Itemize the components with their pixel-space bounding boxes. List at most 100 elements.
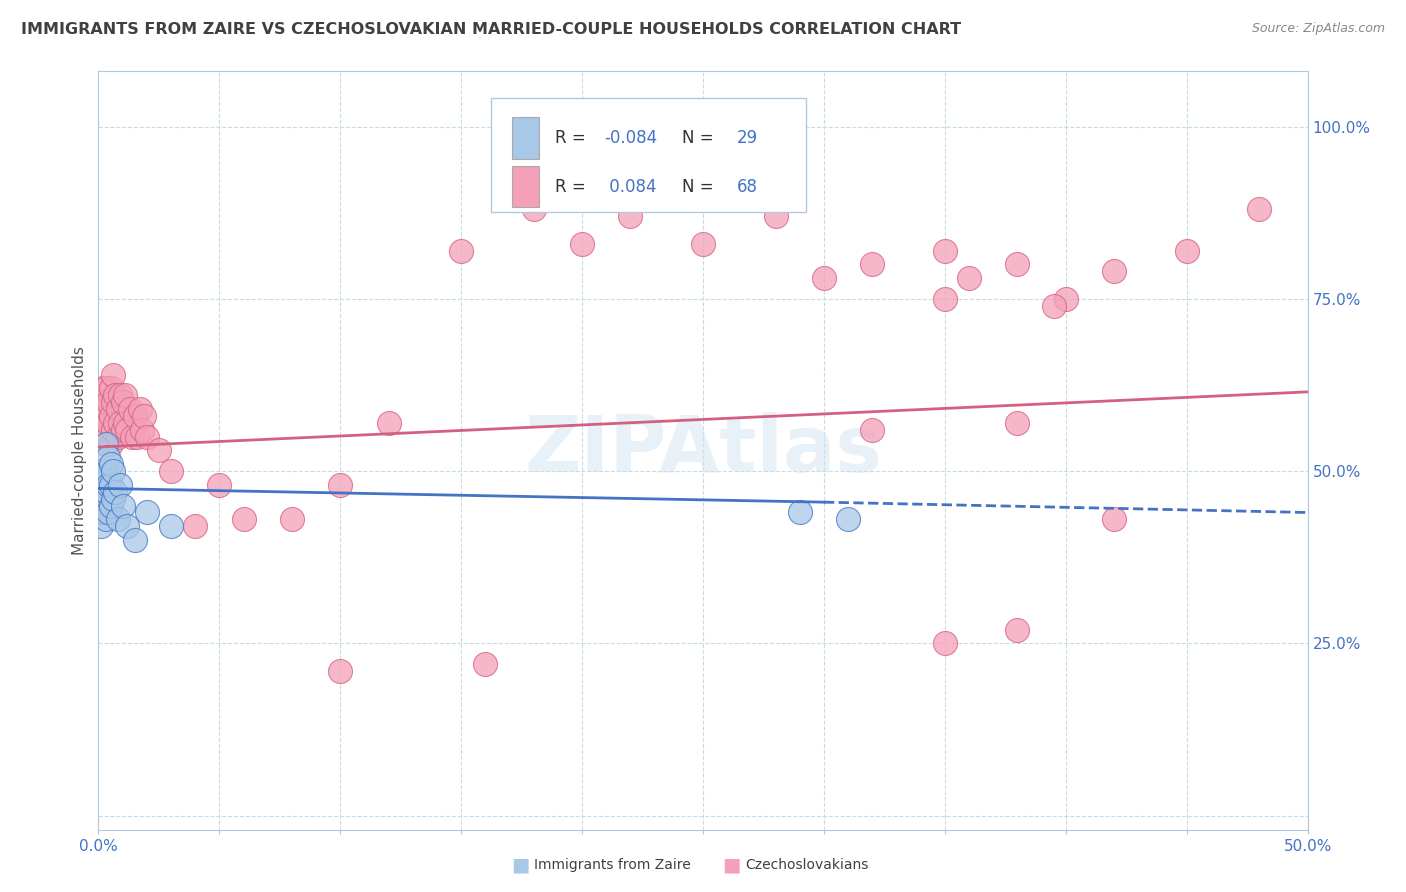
Point <box>184 519 207 533</box>
Point <box>90 395 112 409</box>
Point <box>124 533 146 547</box>
Point <box>934 636 956 650</box>
Point <box>474 657 496 672</box>
Point <box>94 484 117 499</box>
Text: 29: 29 <box>737 128 758 147</box>
Text: ZIPAtlas: ZIPAtlas <box>524 412 882 489</box>
Point <box>377 416 399 430</box>
Point <box>111 423 134 437</box>
FancyBboxPatch shape <box>492 98 806 211</box>
Text: N =: N = <box>682 128 720 147</box>
Point <box>108 416 131 430</box>
Text: N =: N = <box>682 178 720 195</box>
Point <box>1249 202 1271 217</box>
Point <box>91 402 114 417</box>
Text: ■: ■ <box>510 855 530 875</box>
Point <box>91 423 114 437</box>
Point <box>1007 257 1029 271</box>
Point <box>117 519 139 533</box>
Point <box>934 292 956 306</box>
Text: 68: 68 <box>737 178 758 195</box>
Point <box>860 423 883 437</box>
Point <box>90 409 112 423</box>
Point <box>101 395 124 409</box>
Point <box>571 236 593 251</box>
Point <box>128 402 150 417</box>
Point <box>90 464 112 478</box>
Point <box>1102 264 1125 278</box>
Point <box>450 244 472 258</box>
Point <box>94 436 117 450</box>
Point <box>90 484 112 499</box>
Point <box>94 464 117 478</box>
Point <box>94 430 117 444</box>
Point <box>104 388 127 402</box>
Point <box>148 443 170 458</box>
Point <box>108 478 131 492</box>
Point <box>1175 244 1198 258</box>
Text: R =: R = <box>555 128 592 147</box>
Text: 0.084: 0.084 <box>603 178 657 195</box>
Point <box>692 236 714 251</box>
Point <box>124 409 146 423</box>
Point <box>934 244 956 258</box>
Point <box>837 512 859 526</box>
Point <box>160 464 183 478</box>
Point <box>97 395 120 409</box>
Point <box>329 664 352 678</box>
Point <box>135 506 157 520</box>
Point <box>97 450 120 465</box>
Text: ■: ■ <box>721 855 741 875</box>
Point <box>208 478 231 492</box>
Text: IMMIGRANTS FROM ZAIRE VS CZECHOSLOVAKIAN MARRIED-COUPLE HOUSEHOLDS CORRELATION C: IMMIGRANTS FROM ZAIRE VS CZECHOSLOVAKIAN… <box>21 22 962 37</box>
Point <box>121 430 143 444</box>
Point <box>97 478 120 492</box>
Point <box>114 388 136 402</box>
FancyBboxPatch shape <box>512 117 538 159</box>
Point <box>1042 299 1064 313</box>
Point <box>104 416 127 430</box>
FancyBboxPatch shape <box>512 166 538 208</box>
Point <box>117 423 139 437</box>
Point <box>160 519 183 533</box>
Point <box>131 423 153 437</box>
Point <box>523 202 546 217</box>
Point <box>94 409 117 423</box>
Point <box>90 519 112 533</box>
Point <box>1102 512 1125 526</box>
Point <box>91 506 114 520</box>
Point <box>94 381 117 395</box>
Point <box>107 512 129 526</box>
Point <box>1054 292 1077 306</box>
Point <box>94 512 117 526</box>
Point <box>860 257 883 271</box>
Point <box>101 491 124 506</box>
Point <box>957 271 980 285</box>
Text: Source: ZipAtlas.com: Source: ZipAtlas.com <box>1251 22 1385 36</box>
Point <box>232 512 254 526</box>
Point <box>104 484 127 499</box>
Point <box>101 423 124 437</box>
Point <box>90 499 112 513</box>
Point <box>114 416 136 430</box>
Text: -0.084: -0.084 <box>603 128 657 147</box>
Point <box>111 499 134 513</box>
Point <box>107 430 129 444</box>
Point <box>1007 623 1029 637</box>
Point <box>90 484 112 499</box>
Point <box>100 457 122 471</box>
Point <box>90 430 112 444</box>
Point <box>281 512 304 526</box>
Point <box>108 388 131 402</box>
Point <box>100 478 122 492</box>
Point <box>97 416 120 430</box>
Point <box>107 402 129 417</box>
Point <box>101 464 124 478</box>
Text: R =: R = <box>555 178 592 195</box>
Point <box>100 409 122 423</box>
Point <box>135 430 157 444</box>
Text: Immigrants from Zaire: Immigrants from Zaire <box>534 858 690 872</box>
Point <box>100 436 122 450</box>
Point <box>101 368 124 382</box>
Point <box>789 506 811 520</box>
